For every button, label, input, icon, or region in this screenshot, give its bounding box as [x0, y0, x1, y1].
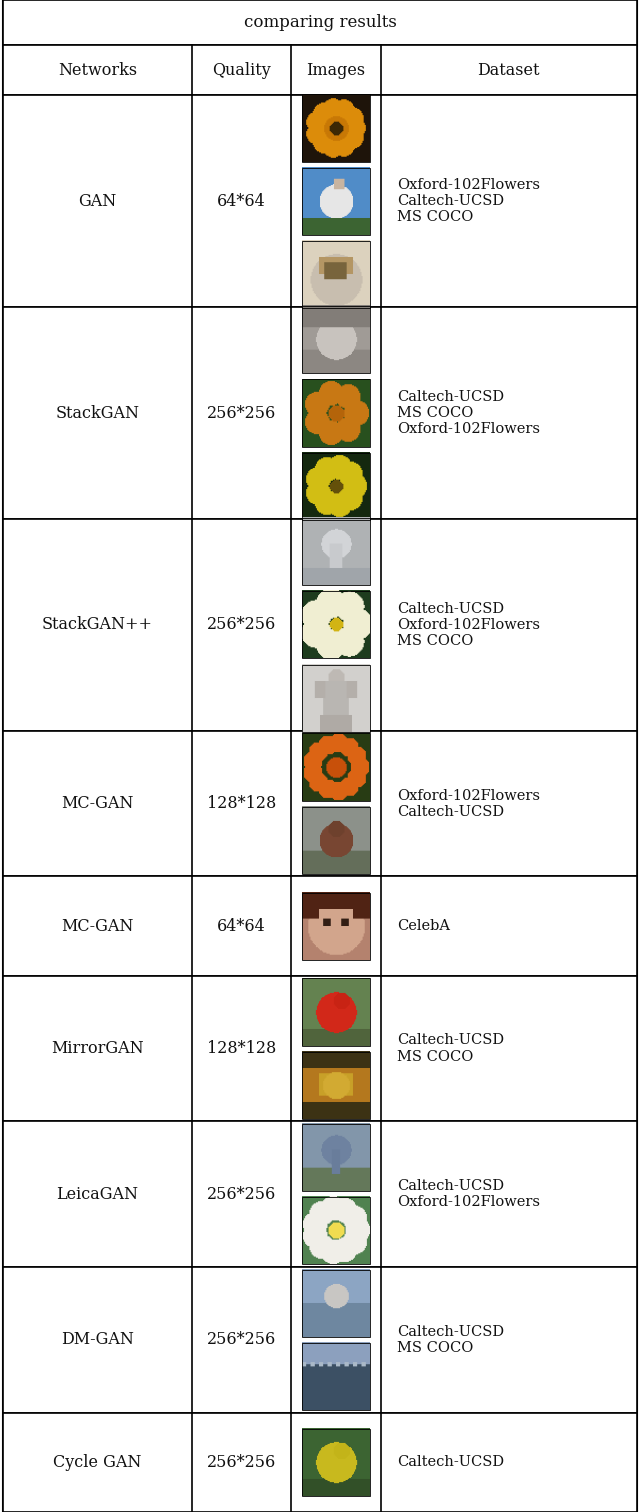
Bar — [303, 519, 370, 585]
Bar — [303, 240, 370, 308]
Bar — [303, 307, 370, 373]
Bar — [3, 975, 637, 1122]
Text: Caltech-UCSD
MS COCO: Caltech-UCSD MS COCO — [397, 1034, 504, 1063]
Bar — [303, 978, 370, 1046]
Text: GAN: GAN — [79, 192, 116, 210]
Bar — [303, 380, 370, 446]
Bar — [303, 94, 370, 162]
Text: Images: Images — [307, 62, 365, 79]
Text: Caltech-UCSD
Oxford-102Flowers: Caltech-UCSD Oxford-102Flowers — [397, 1179, 540, 1210]
Text: Networks: Networks — [58, 62, 137, 79]
Bar — [303, 733, 370, 801]
Bar — [3, 95, 637, 307]
Bar — [3, 519, 637, 730]
Text: Caltech-UCSD
MS COCO
Oxford-102Flowers: Caltech-UCSD MS COCO Oxford-102Flowers — [397, 390, 540, 437]
Text: 256*256: 256*256 — [207, 1332, 276, 1349]
Text: LeicaGAN: LeicaGAN — [56, 1185, 139, 1202]
Bar — [3, 307, 637, 519]
Text: DM-GAN: DM-GAN — [61, 1332, 134, 1349]
Text: 256*256: 256*256 — [207, 617, 276, 634]
Bar — [3, 45, 637, 95]
Text: 128*128: 128*128 — [207, 1040, 276, 1057]
Text: Quality: Quality — [212, 62, 271, 79]
Text: StackGAN++: StackGAN++ — [42, 617, 153, 634]
Bar — [303, 1270, 370, 1337]
Text: 256*256: 256*256 — [207, 405, 276, 422]
Bar — [303, 1429, 370, 1495]
Bar — [3, 1122, 637, 1267]
Text: Dataset: Dataset — [477, 62, 540, 79]
Text: MirrorGAN: MirrorGAN — [51, 1040, 144, 1057]
Text: Oxford-102Flowers
Caltech-UCSD: Oxford-102Flowers Caltech-UCSD — [397, 789, 540, 818]
Bar — [303, 665, 370, 732]
Bar — [3, 730, 637, 877]
Text: MC-GAN: MC-GAN — [61, 918, 134, 934]
Text: 64*64: 64*64 — [217, 918, 266, 934]
Text: 128*128: 128*128 — [207, 795, 276, 812]
Text: MC-GAN: MC-GAN — [61, 795, 134, 812]
Text: CelebA: CelebA — [397, 919, 450, 933]
Bar — [303, 1343, 370, 1411]
Text: Cycle GAN: Cycle GAN — [53, 1455, 142, 1471]
Text: 64*64: 64*64 — [217, 192, 266, 210]
Bar — [3, 877, 637, 975]
Text: Caltech-UCSD
MS COCO: Caltech-UCSD MS COCO — [397, 1325, 504, 1355]
Bar — [303, 591, 370, 659]
Text: StackGAN: StackGAN — [56, 405, 140, 422]
Bar — [303, 892, 370, 960]
Text: Caltech-UCSD
Oxford-102Flowers
MS COCO: Caltech-UCSD Oxford-102Flowers MS COCO — [397, 602, 540, 649]
Bar — [3, 1267, 637, 1412]
Text: 256*256: 256*256 — [207, 1455, 276, 1471]
Bar — [3, 1412, 637, 1512]
Text: Caltech-UCSD: Caltech-UCSD — [397, 1456, 504, 1470]
Bar — [303, 1052, 370, 1119]
Bar — [303, 452, 370, 520]
Bar — [303, 806, 370, 874]
Bar — [303, 168, 370, 234]
Bar — [303, 1123, 370, 1191]
Text: 256*256: 256*256 — [207, 1185, 276, 1202]
Text: comparing results: comparing results — [244, 14, 396, 32]
Bar — [3, 0, 637, 45]
Text: Oxford-102Flowers
Caltech-UCSD
MS COCO: Oxford-102Flowers Caltech-UCSD MS COCO — [397, 178, 540, 224]
Bar — [303, 1198, 370, 1264]
